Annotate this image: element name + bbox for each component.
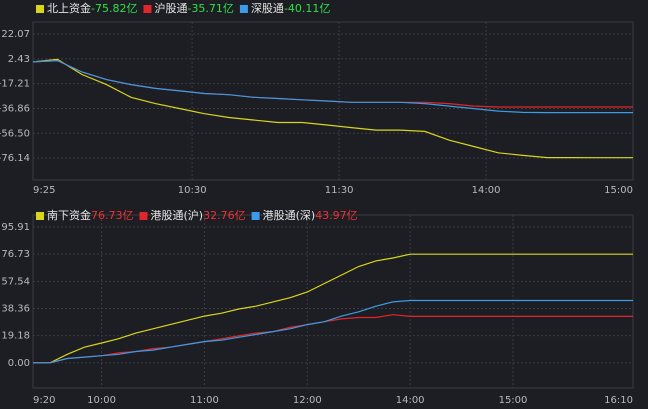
legend-value: -35.71亿 <box>187 2 233 15</box>
y-tick-label: 57.54 <box>1 276 30 287</box>
legend-swatch <box>143 5 152 13</box>
y-tick-label: 0.00 <box>8 358 30 369</box>
x-tick-label: 11:00 <box>190 395 219 406</box>
legend-swatch <box>251 212 260 220</box>
legend-swatch <box>139 212 148 220</box>
y-tick-label: 19.18 <box>1 331 30 342</box>
x-tick-label: 16:10 <box>604 395 633 406</box>
series-line <box>33 253 633 364</box>
y-tick-label: -76.14 <box>0 153 30 164</box>
legend-value: 76.73亿 <box>91 209 134 222</box>
x-tick-label: 9:20 <box>33 395 55 406</box>
legend-label: 沪股通 <box>154 1 187 15</box>
x-tick-label: 14:00 <box>396 395 425 406</box>
plot-frame <box>32 21 634 181</box>
x-tick-label: 15:00 <box>499 395 528 406</box>
legend-swatch <box>36 5 44 13</box>
y-tick-label: -36.86 <box>0 103 30 114</box>
x-tick-label: 9:25 <box>33 185 55 196</box>
y-tick-label: 76.73 <box>1 249 30 260</box>
x-tick-label: 15:00 <box>604 185 633 196</box>
y-tick-label: -17.21 <box>0 79 30 90</box>
y-tick-label: 95.91 <box>1 222 30 233</box>
y-tick-label: -56.50 <box>0 128 30 139</box>
legend-label: 南下资金 <box>47 208 91 222</box>
series-line <box>33 299 633 364</box>
y-tick-label: 38.36 <box>1 303 30 314</box>
legend-value: 43.97亿 <box>315 209 358 222</box>
legend-label: 北上资金 <box>47 1 91 15</box>
x-tick-label: 10:00 <box>87 395 116 406</box>
series-line <box>32 58 633 159</box>
legend-label: 深股通 <box>251 2 284 15</box>
series-line <box>32 59 633 114</box>
series-line <box>33 314 633 364</box>
legend-swatch <box>239 5 248 13</box>
legend-value: 32.76亿 <box>203 209 246 222</box>
legend-value: -75.82亿 <box>91 2 137 15</box>
legend-label: 港股通(深) <box>263 209 316 222</box>
legend-value: -40.11亿 <box>284 2 330 15</box>
x-tick-label: 10:30 <box>178 185 207 196</box>
legend-label: 港股通(沪) <box>151 208 204 222</box>
y-tick-label: 22.07 <box>1 29 30 40</box>
x-tick-label: 12:00 <box>293 395 322 406</box>
y-tick-label: 2.43 <box>8 54 30 65</box>
x-tick-label: 14:00 <box>472 185 501 196</box>
plot-frame <box>32 214 634 389</box>
x-tick-label: 11:30 <box>325 185 354 196</box>
legend-swatch <box>36 212 44 220</box>
